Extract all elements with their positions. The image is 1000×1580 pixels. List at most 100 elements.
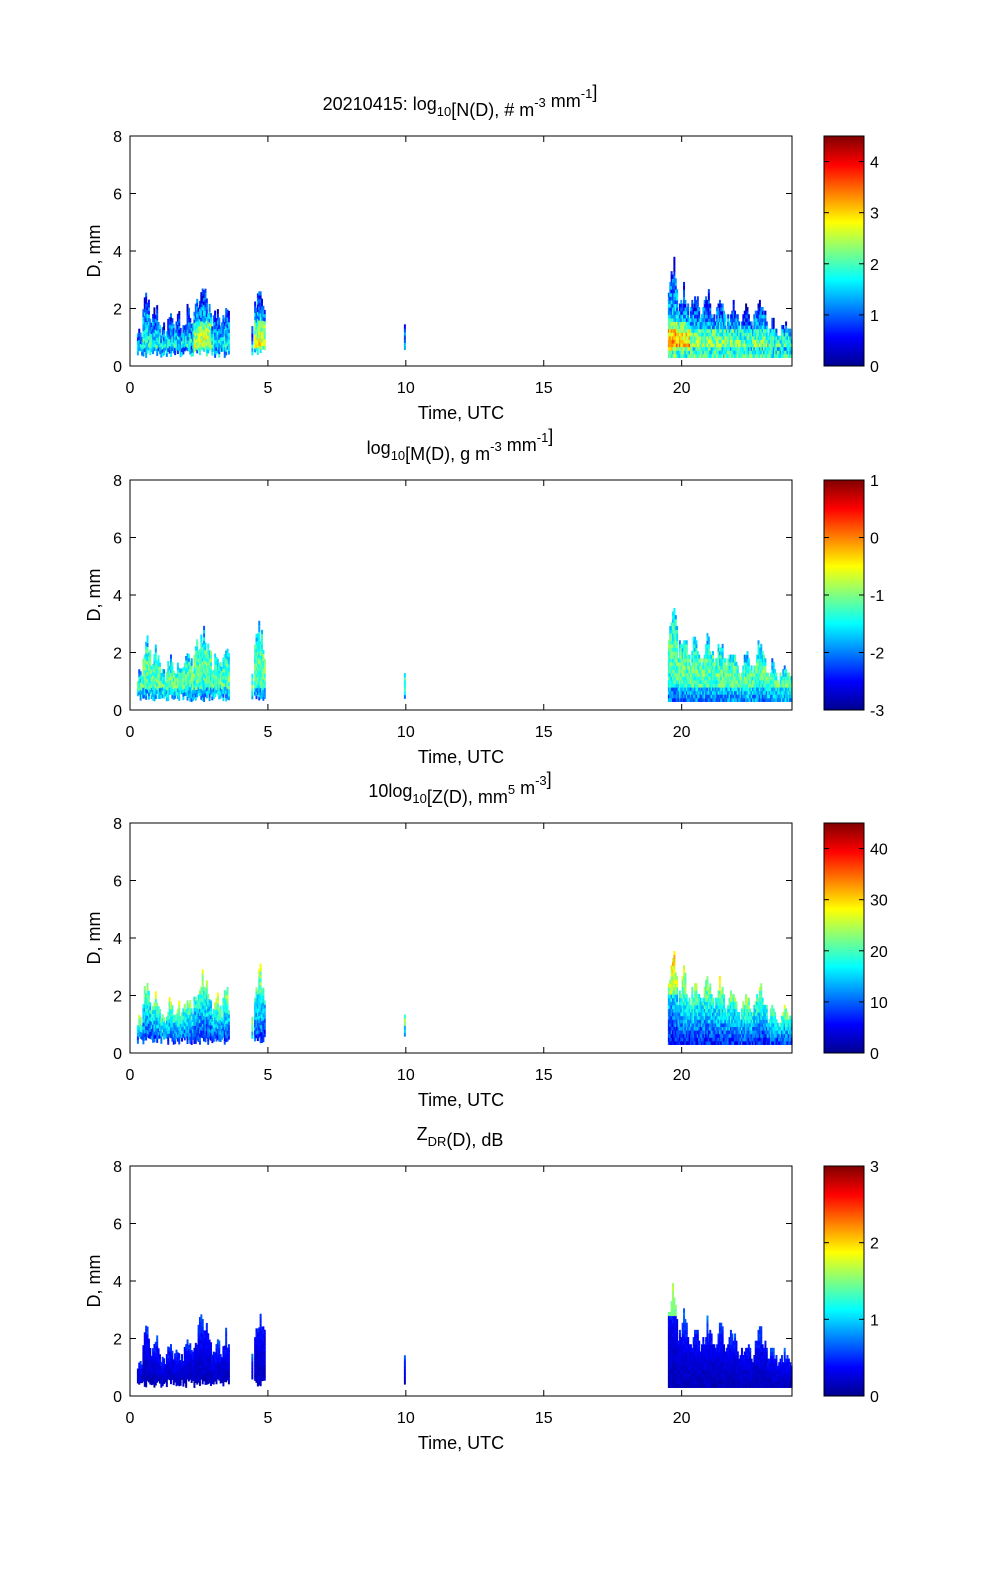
heat-cell [738, 697, 741, 702]
heat-cell [769, 679, 772, 684]
heat-cell [156, 689, 159, 694]
heat-cell [674, 321, 677, 326]
heat-cell [669, 1004, 672, 1010]
heat-cell [716, 335, 719, 340]
heat-cell [163, 340, 166, 345]
heat-cell [259, 999, 262, 1004]
heat-cell [672, 278, 674, 283]
heat-cell [153, 1002, 156, 1007]
heat-cell [203, 315, 206, 320]
heat-cell [745, 310, 748, 315]
heat-cell [709, 328, 712, 333]
heat-cell [696, 335, 699, 340]
heat-cell [172, 334, 175, 340]
heat-cell [705, 694, 708, 699]
heat-cell [255, 659, 258, 664]
heat-cell [669, 1026, 672, 1031]
heat-cell [789, 697, 792, 702]
heat-cell [225, 1005, 228, 1010]
heat-cell [149, 340, 152, 345]
heat-cell [691, 676, 694, 681]
heat-cell [696, 669, 699, 674]
heat-cell [752, 328, 754, 333]
heat-cell [696, 332, 699, 337]
heat-cell [146, 997, 149, 1002]
heat-cell [201, 1026, 204, 1032]
heat-cell [259, 970, 262, 975]
heat-cell [673, 636, 676, 641]
heat-cell [254, 684, 257, 689]
heat-cell [259, 1010, 262, 1015]
heat-cell [256, 332, 259, 338]
heat-cell [667, 328, 670, 333]
heat-cell [216, 666, 219, 671]
heat-cell [732, 669, 735, 674]
heat-cell [152, 349, 155, 355]
heat-cell [214, 353, 217, 358]
heat-cell [193, 1025, 196, 1030]
heat-cell [142, 669, 145, 674]
heat-cell [218, 346, 221, 351]
heat-cell [182, 335, 185, 341]
heat-cell [667, 350, 670, 355]
heat-cell [683, 339, 686, 344]
heat-cell [709, 317, 712, 323]
heat-cell [221, 692, 223, 697]
heat-cell [735, 665, 738, 670]
heat-cell [717, 654, 720, 659]
heat-cell [226, 663, 229, 668]
heat-cell [672, 687, 674, 692]
heat-cell [673, 611, 676, 616]
heat-cell [689, 697, 692, 702]
heat-cell [176, 1012, 179, 1017]
heat-cell [669, 990, 672, 995]
heat-cell [754, 332, 757, 337]
heat-cell [194, 671, 197, 676]
heat-cell [200, 1004, 203, 1009]
heat-cell [684, 661, 687, 667]
colorbar-tick-label: 2 [870, 257, 879, 274]
heat-cell [208, 686, 211, 691]
heat-cell [142, 327, 145, 332]
heat-cell [179, 1023, 182, 1028]
heat-cell [771, 353, 774, 358]
heat-cell [258, 972, 261, 977]
heat-cell [225, 322, 228, 327]
heat-cell [674, 669, 677, 674]
heat-cell [729, 687, 732, 692]
heat-cell [197, 675, 200, 681]
heat-cell [158, 680, 161, 685]
heat-cell [765, 676, 768, 681]
heat-cell [673, 310, 676, 315]
heat-cell [256, 1036, 259, 1042]
heat-cell [223, 668, 226, 673]
heat-cell [182, 678, 185, 683]
heat-cell [743, 343, 746, 348]
heat-cell [771, 335, 774, 340]
heat-cell [732, 687, 735, 692]
heat-cell [171, 325, 174, 330]
heat-cell [226, 691, 229, 696]
heat-cell [221, 347, 223, 352]
heat-cell [157, 669, 160, 674]
heat-cell [709, 669, 712, 674]
heat-cell [147, 659, 150, 664]
heat-cell [208, 303, 211, 309]
heat-cell [674, 299, 677, 305]
heat-cell [754, 350, 757, 355]
heat-cell [256, 658, 259, 663]
heat-cell [785, 683, 788, 688]
heat-cell [165, 679, 168, 684]
heat-cell [750, 339, 753, 344]
heat-cell [771, 683, 774, 688]
heat-cell [182, 1033, 185, 1038]
heat-cell [720, 672, 723, 677]
heat-cell [692, 343, 695, 348]
heat-cell [219, 1016, 222, 1021]
heat-cell [713, 343, 716, 348]
heat-cell [143, 1011, 146, 1016]
heat-cell [174, 343, 177, 348]
heat-cell [673, 676, 676, 681]
heat-cell [196, 675, 199, 680]
heat-cell [219, 347, 222, 353]
